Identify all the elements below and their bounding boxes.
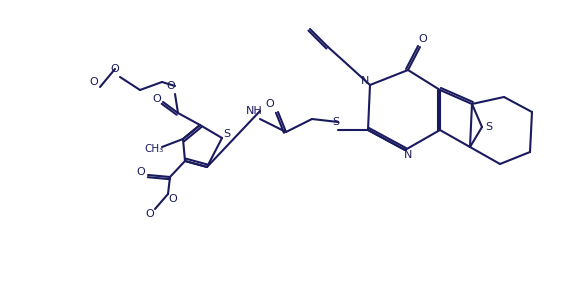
Text: NH: NH [245,106,262,116]
Text: S: S [486,122,493,132]
Text: O: O [168,194,177,204]
Text: O: O [136,167,145,177]
Text: S: S [332,117,339,127]
Text: O: O [146,209,154,219]
Text: O: O [167,81,175,91]
Text: O: O [90,77,99,87]
Text: N: N [404,150,412,160]
Text: S: S [223,129,230,139]
Text: O: O [419,34,427,44]
Text: O: O [266,99,275,109]
Text: N: N [361,76,369,86]
Text: O: O [111,64,120,74]
Text: O: O [153,94,161,104]
Text: CH₃: CH₃ [145,144,164,154]
